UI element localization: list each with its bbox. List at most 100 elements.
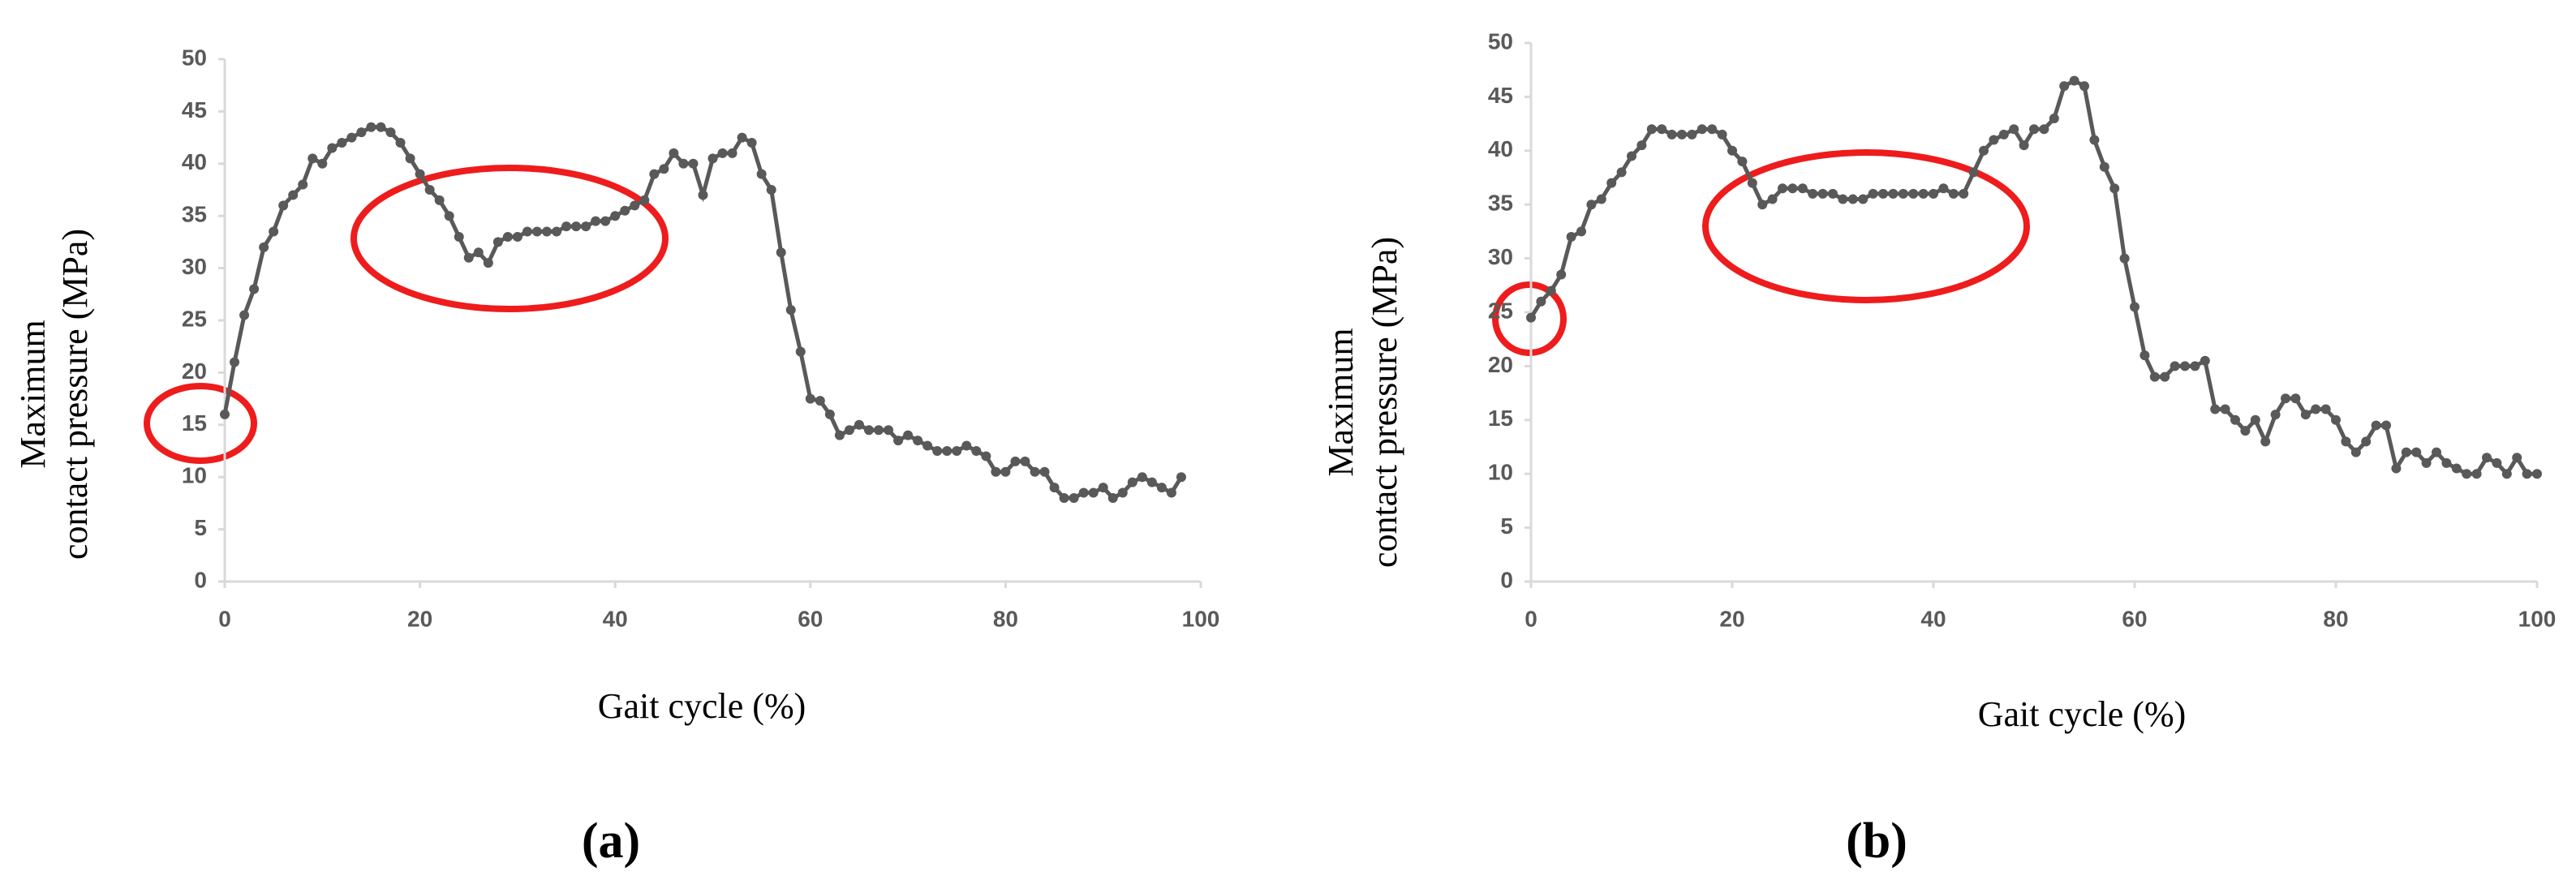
data-point	[649, 169, 660, 179]
data-point	[317, 158, 328, 169]
data-point	[2300, 410, 2311, 420]
data-point	[1536, 296, 1546, 307]
data-point	[571, 221, 582, 232]
x-tick-label: 60	[2122, 606, 2147, 631]
data-point	[698, 190, 708, 200]
data-point	[1176, 472, 1186, 483]
data-point	[2190, 361, 2200, 371]
data-point	[366, 122, 376, 132]
y-tick-label: 15	[1488, 406, 1513, 431]
data-point	[903, 430, 914, 440]
data-point	[1707, 124, 1718, 135]
y-axis-title: Maximum	[13, 320, 53, 468]
data-point	[581, 221, 591, 232]
data-point	[922, 440, 933, 451]
data-point	[2240, 426, 2251, 436]
data-point	[2290, 393, 2301, 404]
data-point	[2492, 457, 2502, 468]
data-point	[2059, 81, 2070, 92]
x-tick-label: 40	[603, 606, 628, 631]
data-point	[1546, 286, 1556, 296]
data-point	[844, 425, 854, 436]
x-tick-label: 20	[1719, 606, 1744, 631]
data-point	[2432, 447, 2441, 457]
data-point	[1737, 157, 1748, 167]
x-tick-label: 60	[798, 606, 823, 631]
data-point	[1747, 178, 1757, 188]
data-point	[2341, 436, 2351, 447]
data-point	[2331, 414, 2341, 425]
data-point	[1526, 312, 1536, 323]
data-point	[541, 226, 552, 237]
data-point	[688, 158, 699, 169]
data-point	[756, 169, 767, 179]
data-point	[2069, 75, 2079, 86]
data-point	[785, 305, 796, 316]
data-point	[1107, 492, 1118, 503]
x-tick-label: 100	[1182, 606, 1220, 631]
data-point	[356, 127, 367, 138]
y-tick-label: 45	[1488, 83, 1513, 108]
data-point	[1166, 487, 1176, 498]
data-point	[483, 258, 493, 268]
data-point	[639, 195, 650, 205]
data-point	[2149, 371, 2160, 382]
data-point	[230, 357, 240, 367]
x-tick-label: 100	[2518, 606, 2557, 631]
y-tick-label: 0	[194, 567, 207, 592]
data-point	[795, 346, 806, 357]
data-point	[1847, 194, 1858, 204]
data-point	[2482, 453, 2492, 463]
data-point	[415, 169, 425, 179]
data-point	[2119, 253, 2130, 264]
data-point	[2532, 469, 2542, 479]
data-point	[1998, 129, 2009, 140]
data-point	[1888, 188, 1899, 199]
data-point	[249, 284, 260, 294]
data-point	[776, 247, 786, 258]
data-point	[2220, 404, 2230, 414]
data-point	[2401, 447, 2411, 457]
x-axis-title: Gait cycle (%)	[1978, 694, 2187, 734]
data-point	[737, 132, 747, 143]
y-tick-label: 10	[182, 463, 207, 488]
data-point	[454, 231, 464, 242]
data-point	[278, 200, 289, 211]
data-point	[981, 451, 991, 462]
y-tick-label: 50	[1488, 28, 1513, 54]
data-point	[678, 158, 689, 169]
data-point	[405, 153, 415, 164]
data-point	[239, 310, 250, 320]
data-point	[1968, 167, 1979, 178]
data-point	[1989, 135, 1999, 145]
data-point	[630, 200, 640, 211]
data-point	[502, 231, 513, 242]
data-point	[2462, 469, 2472, 479]
data-point	[2049, 113, 2059, 123]
data-point	[220, 409, 230, 419]
data-point	[2079, 81, 2089, 92]
data-point	[874, 425, 884, 436]
data-point	[1797, 183, 1808, 194]
data-point	[1049, 483, 1060, 493]
data-point	[2391, 463, 2402, 474]
data-point	[1727, 145, 1737, 156]
data-point	[952, 446, 962, 456]
data-point	[834, 430, 845, 440]
data-point	[1039, 466, 1050, 477]
data-point	[2381, 420, 2391, 431]
data-point	[863, 425, 874, 436]
data-point	[259, 242, 269, 252]
data-point	[385, 127, 396, 138]
data-point	[1717, 129, 1727, 140]
y-tick-label: 20	[182, 358, 207, 384]
y-tick-label: 20	[1488, 352, 1513, 377]
data-point	[746, 138, 757, 148]
data-point	[1828, 188, 1838, 199]
data-point	[1767, 194, 1778, 204]
data-point	[1627, 151, 1636, 161]
data-point	[376, 122, 386, 132]
data-point	[473, 247, 484, 258]
data-point	[1868, 188, 1878, 199]
data-point	[2320, 404, 2331, 414]
